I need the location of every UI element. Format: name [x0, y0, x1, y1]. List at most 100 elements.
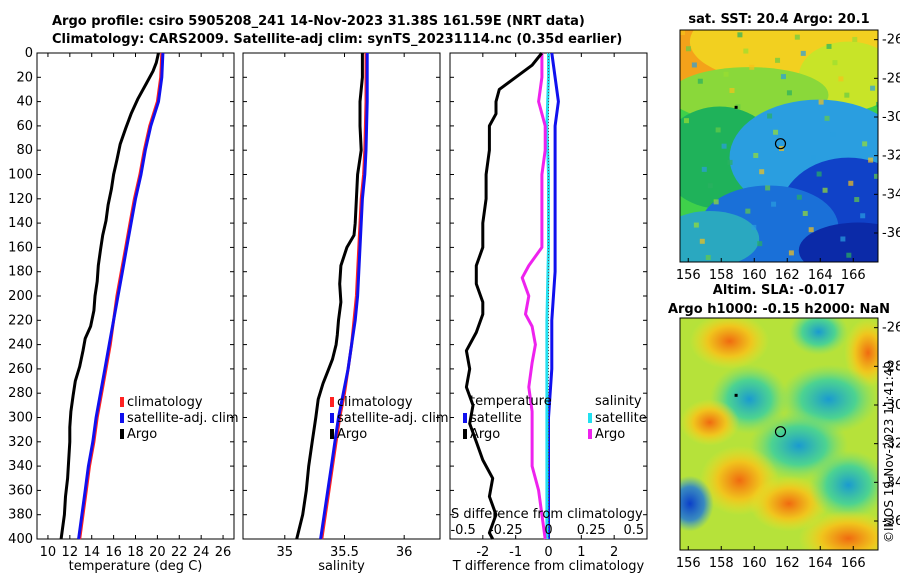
legend-temperature-swatch [120, 413, 124, 423]
map-pixel [874, 173, 878, 179]
legend-s-title: salinity [595, 394, 642, 409]
map-pixel [705, 255, 711, 261]
x-tick-label: 22 [171, 545, 188, 560]
map-pixel [854, 197, 860, 203]
map-pixel [745, 208, 751, 214]
map-x-tick-label: 166 [841, 556, 866, 571]
map-pixel [751, 224, 757, 230]
map-pixel [767, 113, 773, 119]
map-patch [798, 510, 878, 550]
x-tick-label: 16 [105, 545, 122, 560]
panel-differences: -2 -1 0 1 2T difference from climatology temp… [449, 52, 648, 574]
legend-temperature-label: Argo [127, 427, 157, 442]
y-tick-label: 120 [8, 192, 33, 207]
top-axis-label: S difference from climatology [451, 507, 643, 522]
y-tick-label: 280 [8, 386, 33, 401]
legend-t-swatch [463, 413, 467, 423]
map-pixel [876, 101, 878, 107]
profile-location-marker [774, 138, 787, 150]
map-pixel [786, 90, 792, 96]
legend-salinity-label: Argo [337, 427, 367, 442]
map-y-tick-label: -34 [882, 475, 900, 490]
map-pixel [800, 50, 806, 56]
map-y-tick-label: -26 [882, 33, 900, 48]
legend-salinity-swatch [330, 397, 334, 407]
x-tick-label: 12 [62, 545, 79, 560]
map-patch [680, 399, 740, 446]
map-x-tick-label: 160 [742, 556, 767, 571]
series-line-s-argo [520, 53, 547, 540]
map-y-tick-label: -28 [882, 359, 900, 374]
y-tick-label: 20 [16, 70, 33, 85]
map-pixel [838, 76, 844, 82]
series-line-t-argo [464, 52, 544, 540]
map-x-tick-label: 160 [742, 268, 767, 283]
x-tick-label: -1 [509, 545, 522, 560]
x-tick-label: 2 [610, 545, 618, 560]
x-axis-label: T difference from climatology [452, 559, 645, 574]
y-tick-label: 400 [8, 532, 33, 547]
map-pixel [816, 171, 822, 177]
y-tick-label: 0 [25, 46, 33, 61]
map-pixel [735, 104, 741, 110]
x-tick-label: 0 [544, 545, 552, 560]
map-x-tick-label: 158 [709, 556, 734, 571]
map-y-tick-label: -32 [882, 149, 900, 164]
map-pixel [701, 166, 707, 172]
map-pixel [753, 152, 759, 158]
map-pixel [727, 159, 733, 165]
y-tick-label: 160 [8, 240, 33, 255]
x-tick-label: -2 [476, 545, 489, 560]
figure-title-line2: Climatology: CARS2009. Satellite-adj cli… [52, 32, 623, 47]
map-y-tick-label: -32 [882, 437, 900, 452]
series-line-satellite-adj-clim [319, 53, 369, 540]
map-sst_map: 156 158 160 162 164 166 -26 -28 -30 -32 -34 -36 sat.… [676, 12, 900, 283]
map-pixel [757, 241, 763, 247]
x-tick-label: 24 [193, 545, 210, 560]
y-tick-label: 140 [8, 216, 33, 231]
panel-temperature: 0 20 40 60 80 100 120 140 160 180 200 220 240 260 280 3… [8, 46, 238, 574]
map-y-tick-label: -34 [882, 187, 900, 202]
top-tick-label: -0.25 [489, 523, 523, 538]
map-y-tick-label: -30 [882, 398, 900, 413]
y-tick-label: 40 [16, 95, 33, 110]
figure-title-line1: Argo profile: csiro 5905208_241 14-Nov-2… [52, 14, 585, 29]
map-pixel [691, 62, 697, 68]
map-pixel [697, 78, 703, 84]
map-patch [788, 318, 849, 356]
y-tick-label: 200 [8, 289, 33, 304]
map-x-tick-label: 164 [808, 268, 833, 283]
map-y-tick-label: -36 [882, 226, 900, 241]
y-tick-label: 320 [8, 435, 33, 450]
top-tick-label: 0 [544, 523, 552, 538]
map-patch [689, 318, 770, 370]
map-y-tick-label: -36 [882, 514, 900, 529]
map-pixel [862, 141, 868, 147]
y-tick-label: 300 [8, 411, 33, 426]
map-pixel [713, 199, 719, 205]
x-tick-label: 20 [149, 545, 166, 560]
map-title-line1: Altim. SLA: -0.017 [713, 283, 845, 298]
series-line-argo [59, 52, 160, 540]
y-tick-label: 80 [16, 143, 33, 158]
y-tick-label: 180 [8, 265, 33, 280]
map-patch [798, 222, 878, 262]
map-pixel [729, 88, 735, 93]
map-pixel [693, 222, 699, 228]
map-pixel [830, 132, 836, 138]
map-pixel [826, 43, 832, 49]
map-pixel [773, 129, 779, 135]
map-field [680, 318, 878, 550]
map-patch [808, 450, 878, 520]
legend-t-title: temperature [470, 394, 552, 409]
map-x-tick-label: 164 [808, 556, 833, 571]
map-pixel [796, 194, 802, 200]
series-line-s-satellite [545, 53, 550, 539]
map-pixel [802, 210, 808, 216]
y-tick-label: 220 [8, 313, 33, 328]
map-pixel [780, 74, 786, 80]
map-pixel [846, 252, 852, 258]
map-pixel [775, 57, 781, 63]
map-pixel [832, 60, 838, 66]
